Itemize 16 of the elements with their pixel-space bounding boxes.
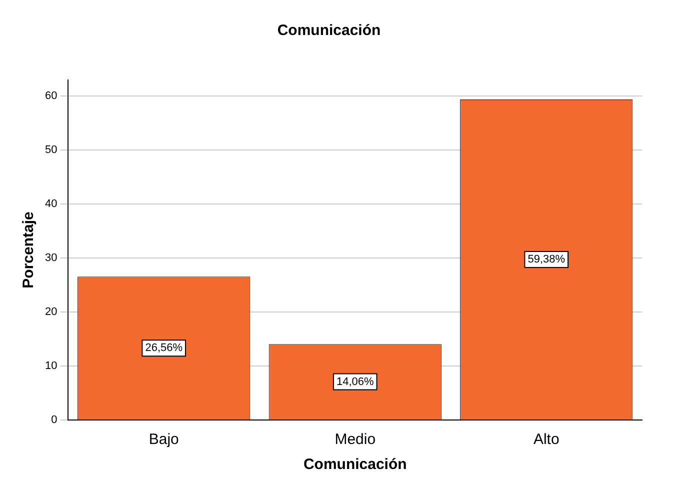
data-label: 59,38% (528, 254, 566, 266)
x-axis-title: Comunicación (303, 456, 407, 474)
y-tick-label: 30 (44, 252, 58, 264)
data-label: 14,06% (336, 376, 374, 388)
x-tick-label: Bajo (148, 431, 179, 448)
y-tick-label: 60 (44, 90, 58, 102)
y-tick-label: 50 (44, 144, 58, 156)
y-tick-label: 10 (44, 360, 58, 372)
y-tick-label: 20 (44, 306, 58, 318)
y-tick-label: 40 (44, 198, 58, 210)
data-label: 26,56% (145, 342, 183, 354)
x-tick-label: Medio (334, 431, 376, 448)
chart-title: Comunicación (277, 22, 381, 40)
y-tick-label: 0 (51, 414, 58, 426)
y-axis-title: Porcentaje (20, 212, 38, 288)
x-tick-label: Alto (533, 431, 560, 448)
